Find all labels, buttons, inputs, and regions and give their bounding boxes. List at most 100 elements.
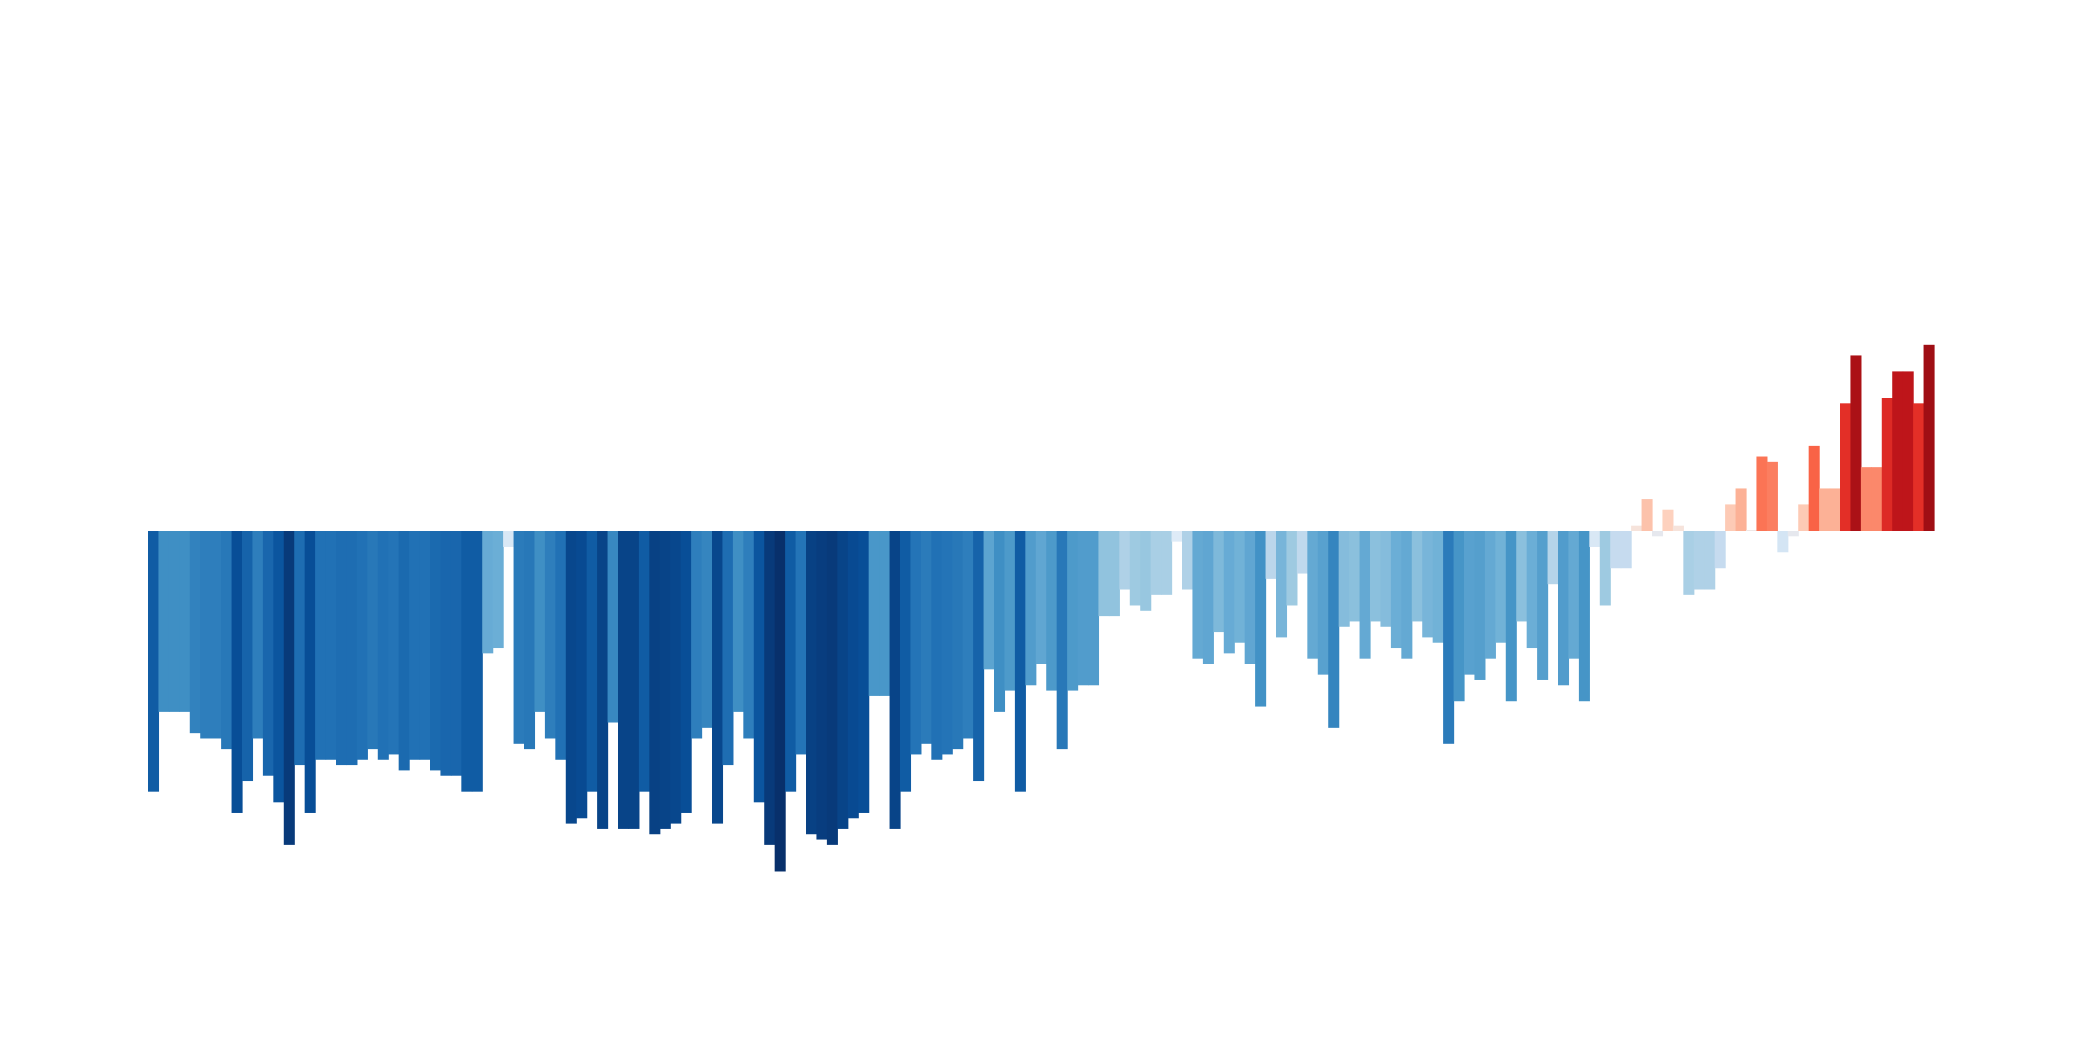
bar	[806, 531, 818, 835]
bar	[1819, 488, 1831, 531]
bar	[1046, 531, 1058, 691]
bar	[1881, 398, 1893, 531]
bar	[858, 531, 870, 813]
bar	[346, 531, 358, 766]
bar	[712, 531, 724, 824]
bars-group	[148, 344, 1935, 872]
bar	[1735, 488, 1747, 531]
bar	[325, 531, 337, 760]
bar	[1129, 531, 1141, 606]
bar	[1359, 531, 1371, 659]
bar	[471, 531, 483, 792]
bar	[670, 531, 682, 824]
bar	[795, 531, 807, 755]
bar	[1495, 531, 1507, 643]
bar	[962, 531, 974, 739]
bar	[1150, 531, 1162, 595]
bar	[1234, 531, 1246, 643]
bar	[952, 531, 964, 750]
bar	[931, 531, 943, 760]
bar	[826, 531, 838, 845]
bar	[409, 531, 421, 760]
bar	[1004, 531, 1016, 691]
bar	[1098, 531, 1110, 617]
bar	[1871, 467, 1883, 531]
bar	[1798, 504, 1810, 531]
bar	[1108, 531, 1120, 617]
bar	[1390, 531, 1402, 649]
bar	[774, 531, 786, 872]
bar	[461, 531, 473, 792]
bar	[524, 531, 536, 750]
bar	[1213, 531, 1225, 633]
bar	[388, 531, 400, 755]
bar	[1777, 531, 1789, 553]
bar	[430, 531, 442, 771]
bar	[377, 531, 389, 760]
bar	[691, 531, 703, 739]
bar	[649, 531, 661, 835]
bar	[1370, 531, 1382, 622]
bar	[607, 531, 619, 723]
bar	[910, 531, 922, 755]
bar	[1693, 531, 1705, 590]
bar	[764, 531, 776, 845]
bar	[1840, 403, 1852, 531]
bar	[1474, 531, 1486, 680]
bar	[1140, 531, 1152, 611]
bar	[1453, 531, 1465, 702]
bar	[356, 531, 368, 760]
bar	[1035, 531, 1047, 664]
bar	[1422, 531, 1434, 638]
bar	[920, 531, 932, 744]
bar	[994, 531, 1006, 712]
bar	[1756, 456, 1768, 531]
bar	[1223, 531, 1235, 654]
bar	[1589, 531, 1601, 547]
bar	[1652, 531, 1664, 537]
bar	[659, 531, 671, 829]
bar	[168, 531, 180, 712]
bar	[618, 531, 630, 829]
bar	[701, 531, 713, 728]
bar	[753, 531, 765, 803]
bar	[1182, 531, 1194, 590]
bar	[1662, 509, 1674, 531]
bar	[1443, 531, 1455, 744]
bar	[1202, 531, 1214, 664]
bar	[158, 531, 170, 712]
bar	[1892, 371, 1904, 531]
bar	[1349, 531, 1361, 622]
bar	[503, 531, 515, 547]
bar	[315, 531, 327, 760]
bar	[262, 531, 274, 776]
bar	[1599, 531, 1611, 606]
bar	[900, 531, 912, 792]
bar	[638, 531, 650, 792]
bar	[482, 531, 494, 654]
bar	[1683, 531, 1695, 595]
bar	[1307, 531, 1319, 659]
bar	[1338, 531, 1350, 627]
bar	[586, 531, 598, 792]
bar	[1923, 344, 1935, 531]
bar	[1088, 531, 1100, 686]
bar	[1526, 531, 1538, 649]
bar	[1077, 531, 1089, 686]
bar	[273, 531, 285, 803]
bar	[973, 531, 985, 782]
bar	[304, 531, 316, 813]
bar	[1766, 461, 1778, 531]
bar	[1787, 531, 1799, 537]
bar	[419, 531, 431, 760]
bar	[1829, 488, 1841, 531]
bar	[628, 531, 640, 829]
bar	[785, 531, 797, 792]
bar	[513, 531, 525, 744]
bar	[1286, 531, 1298, 606]
bar	[555, 531, 567, 760]
bar	[983, 531, 995, 670]
bar	[1850, 355, 1862, 531]
bar	[1568, 531, 1580, 659]
